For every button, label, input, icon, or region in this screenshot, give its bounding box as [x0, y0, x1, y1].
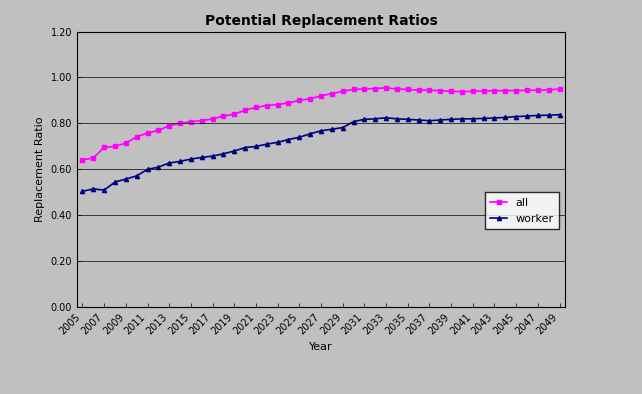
all — [371, 86, 379, 91]
all — [339, 89, 347, 94]
worker — [350, 119, 358, 124]
worker — [534, 113, 542, 118]
all — [241, 108, 249, 113]
worker — [447, 117, 455, 122]
worker — [556, 112, 564, 117]
worker — [230, 149, 238, 153]
worker — [545, 113, 553, 117]
worker — [187, 157, 195, 162]
all — [480, 89, 487, 93]
all — [198, 118, 205, 123]
worker — [263, 142, 271, 147]
all — [252, 105, 260, 110]
worker — [361, 117, 369, 122]
Title: Potential Replacement Ratios: Potential Replacement Ratios — [205, 13, 437, 28]
worker — [437, 118, 444, 123]
all — [284, 100, 292, 105]
worker — [155, 165, 162, 169]
worker — [100, 188, 108, 193]
worker — [501, 115, 509, 120]
worker — [241, 145, 249, 150]
all — [100, 145, 108, 150]
all — [209, 117, 216, 121]
worker — [252, 144, 260, 149]
all — [263, 103, 271, 108]
all — [176, 121, 184, 126]
all — [230, 112, 238, 117]
all — [220, 114, 227, 119]
worker — [198, 155, 205, 160]
all — [426, 88, 433, 93]
worker — [393, 117, 401, 121]
worker — [404, 117, 412, 122]
all — [501, 88, 509, 93]
all — [306, 96, 314, 101]
all — [166, 123, 173, 128]
all — [133, 134, 141, 139]
all — [89, 156, 97, 160]
all — [523, 88, 531, 93]
worker — [426, 118, 433, 123]
Y-axis label: Replacement Ratio: Replacement Ratio — [35, 117, 45, 222]
all — [78, 158, 86, 162]
all — [122, 141, 130, 145]
worker — [306, 132, 314, 136]
all — [393, 87, 401, 91]
all — [469, 89, 476, 94]
worker — [176, 159, 184, 164]
all — [155, 128, 162, 133]
Line: worker: worker — [80, 113, 562, 193]
all — [437, 89, 444, 93]
all — [534, 88, 542, 93]
worker — [469, 117, 476, 121]
all — [187, 119, 195, 124]
worker — [144, 167, 152, 172]
worker — [284, 137, 292, 142]
all — [361, 87, 369, 91]
all — [490, 89, 498, 93]
worker — [122, 177, 130, 181]
all — [317, 93, 325, 98]
all — [328, 91, 336, 96]
Line: all: all — [80, 86, 562, 162]
all — [295, 98, 303, 103]
worker — [220, 151, 227, 156]
X-axis label: Year: Year — [309, 342, 333, 352]
worker — [512, 114, 520, 119]
worker — [415, 118, 422, 123]
all — [273, 102, 281, 107]
worker — [133, 173, 141, 178]
worker — [295, 135, 303, 139]
worker — [317, 128, 325, 133]
worker — [339, 125, 347, 130]
all — [545, 87, 553, 92]
worker — [89, 187, 97, 191]
worker — [523, 114, 531, 119]
worker — [480, 116, 487, 121]
worker — [458, 117, 466, 121]
worker — [273, 140, 281, 145]
all — [447, 89, 455, 94]
worker — [382, 115, 390, 120]
worker — [209, 154, 216, 158]
all — [512, 88, 520, 93]
all — [111, 144, 119, 149]
all — [458, 89, 466, 94]
Legend: all, worker: all, worker — [485, 192, 559, 229]
worker — [166, 161, 173, 165]
all — [382, 85, 390, 90]
worker — [111, 180, 119, 184]
worker — [328, 127, 336, 132]
worker — [78, 189, 86, 193]
all — [415, 88, 422, 93]
all — [404, 87, 412, 92]
all — [350, 87, 358, 92]
all — [556, 87, 564, 91]
all — [144, 131, 152, 136]
worker — [371, 117, 379, 121]
worker — [490, 115, 498, 120]
